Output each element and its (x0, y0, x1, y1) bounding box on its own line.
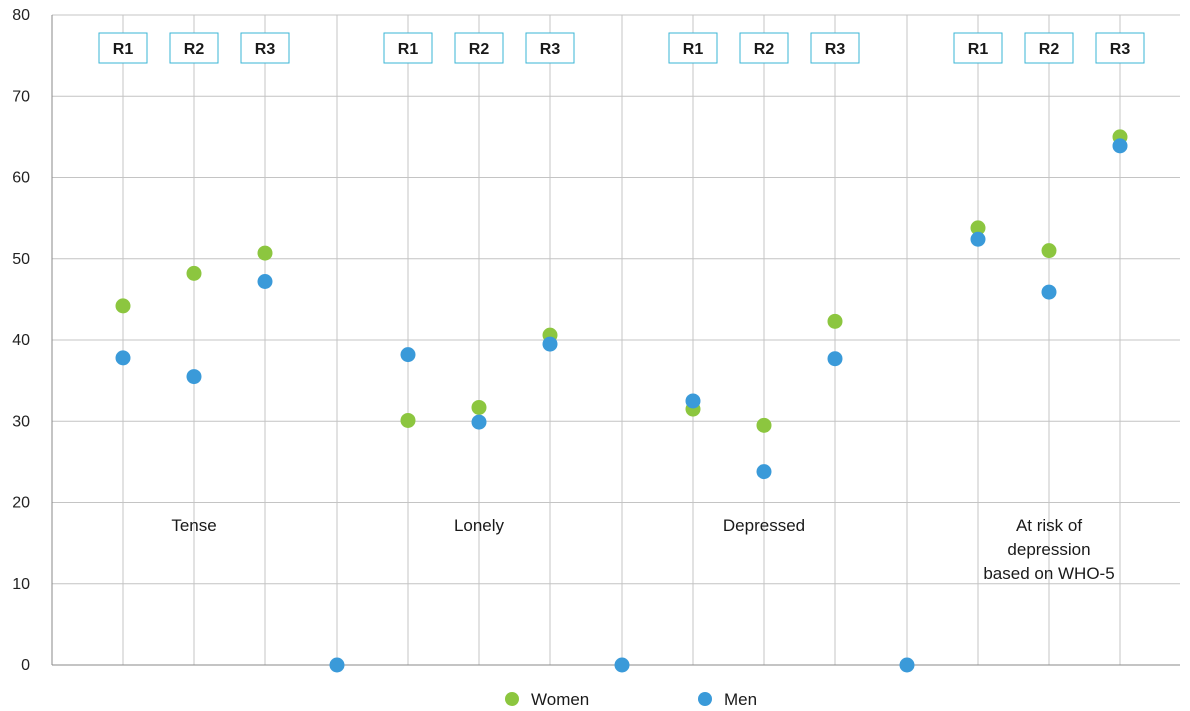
round-label-box (1095, 32, 1145, 64)
round-label-box (668, 32, 718, 64)
point-women (400, 412, 416, 428)
round-label-box (169, 32, 219, 64)
round-label-box (1024, 32, 1074, 64)
point-men (970, 231, 986, 247)
y-tick-label: 30 (12, 413, 30, 430)
y-tick-label: 60 (12, 170, 30, 187)
group-labels: Tense Lonely Depressed At risk of depression… (171, 516, 1114, 583)
point-women (756, 417, 772, 433)
point-women (186, 265, 202, 281)
round-label: R2 (184, 41, 205, 58)
separator-point (614, 657, 630, 673)
round-label-box (810, 32, 860, 64)
point-men (400, 347, 416, 363)
group-label: depression (1007, 540, 1090, 559)
point-women (471, 399, 487, 415)
point-men (756, 464, 772, 480)
round-label: R1 (398, 41, 419, 58)
round-label: R1 (683, 41, 704, 58)
point-women (970, 220, 986, 236)
round-label-box (98, 32, 148, 64)
round-label: R3 (825, 41, 846, 58)
round-label-box (383, 32, 433, 64)
round-label: R2 (754, 41, 775, 58)
grid (52, 14, 1180, 665)
point-men (685, 393, 701, 409)
legend: Women Men (505, 690, 757, 709)
separator-point (329, 657, 345, 673)
group-label: based on WHO-5 (983, 564, 1114, 583)
y-tick-label: 0 (21, 657, 30, 674)
legend-marker-men (698, 692, 712, 706)
point-men (1041, 284, 1057, 300)
round-label: R2 (469, 41, 490, 58)
group-label: Depressed (723, 516, 805, 535)
y-tick-label: 10 (12, 576, 30, 593)
point-men (257, 274, 273, 289)
point-men (1112, 138, 1128, 154)
round-label-box (240, 32, 290, 64)
legend-marker-women (505, 692, 519, 706)
group-label: At risk of (1016, 516, 1082, 535)
y-tick-label: 70 (12, 88, 30, 105)
round-label: R2 (1039, 41, 1060, 58)
data-points (115, 129, 1128, 673)
legend-label: Women (531, 690, 589, 709)
y-tick-label: 40 (12, 332, 30, 349)
y-tick-label: 20 (12, 495, 30, 512)
round-label: R3 (540, 41, 561, 58)
point-men (115, 350, 131, 366)
group-label: Lonely (454, 516, 505, 535)
group-label: Tense (171, 516, 216, 535)
round-label: R3 (1110, 41, 1131, 58)
round-label: R3 (255, 41, 276, 58)
round-labels: R1 R2 R3 R1 R2 R3 R1 R2 R3 R1 R2 R3 (98, 32, 1145, 64)
round-label: R1 (113, 41, 134, 58)
round-label-box (454, 32, 504, 64)
round-label-box (953, 32, 1003, 64)
point-men (471, 414, 487, 430)
point-women (115, 298, 131, 314)
y-tick-label: 80 (12, 7, 30, 24)
point-men (827, 351, 843, 367)
point-women (1041, 243, 1057, 259)
round-label-box (739, 32, 789, 64)
legend-label: Men (724, 690, 757, 709)
y-tick-label: 50 (12, 251, 30, 268)
separator-point (899, 657, 915, 673)
point-men (542, 336, 558, 352)
point-women (257, 245, 273, 261)
round-label: R1 (968, 41, 989, 58)
point-women (827, 313, 843, 329)
point-men (186, 369, 202, 385)
round-label-box (525, 32, 575, 64)
